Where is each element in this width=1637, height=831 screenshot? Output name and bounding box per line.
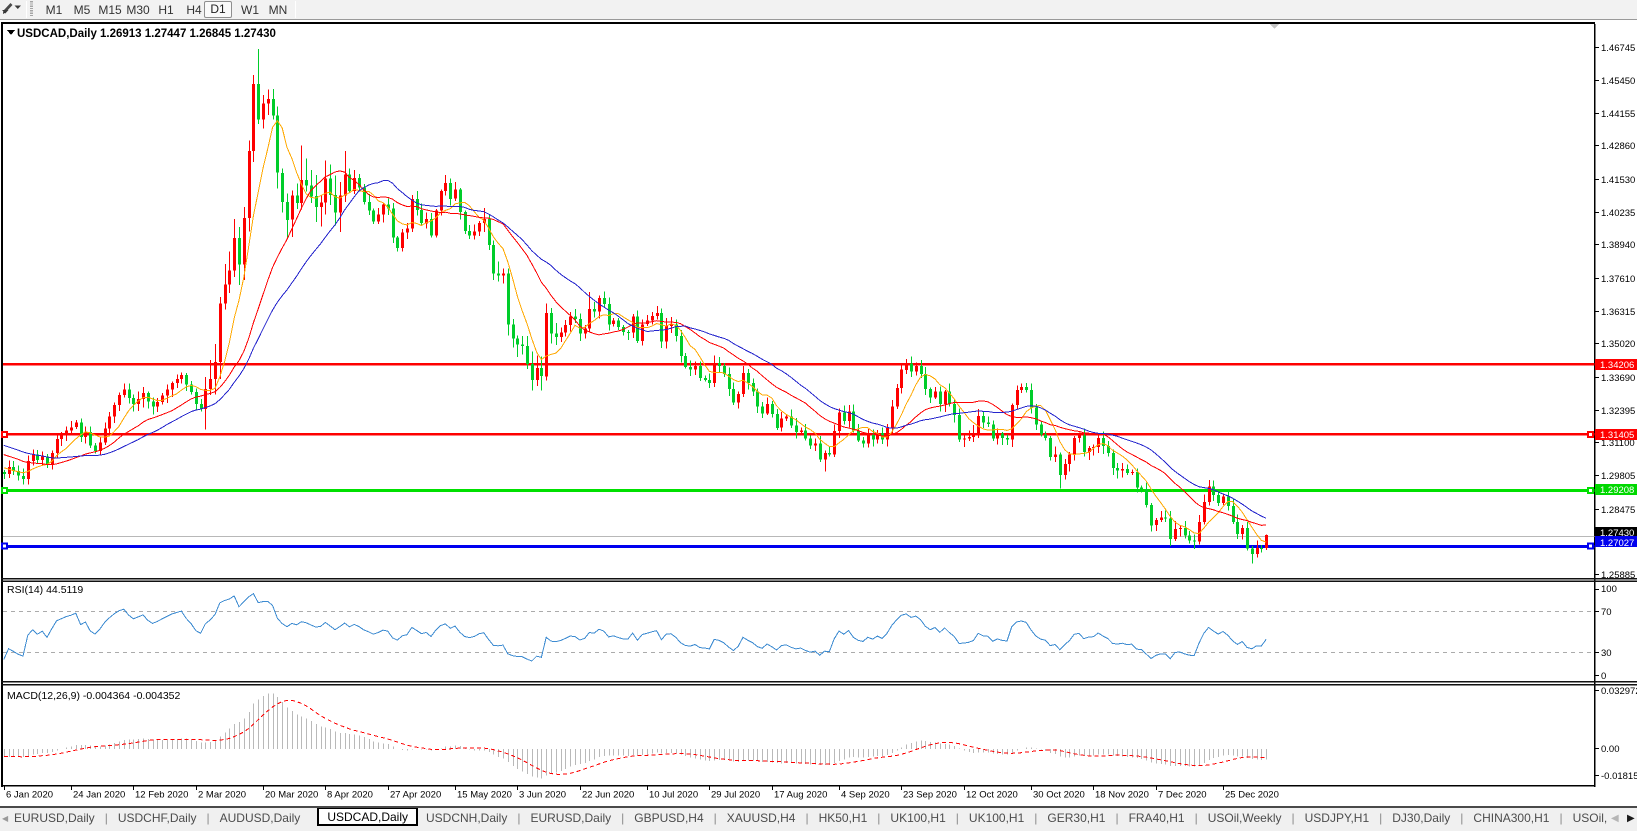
svg-text:1.25885: 1.25885 bbox=[1601, 570, 1635, 581]
svg-text:23 Sep 2020: 23 Sep 2020 bbox=[903, 790, 957, 801]
svg-text:MACD(12,26,9) -0.004364 -0.004: MACD(12,26,9) -0.004364 -0.004352 bbox=[7, 690, 181, 702]
svg-text:8 Apr 2020: 8 Apr 2020 bbox=[327, 790, 373, 801]
svg-text:1.29805: 1.29805 bbox=[1601, 471, 1635, 482]
svg-text:24 Jan 2020: 24 Jan 2020 bbox=[73, 790, 125, 801]
svg-text:1.33690: 1.33690 bbox=[1601, 373, 1635, 384]
svg-text:27 Apr 2020: 27 Apr 2020 bbox=[390, 790, 441, 801]
svg-text:1.46745: 1.46745 bbox=[1601, 43, 1635, 54]
svg-text:1.37610: 1.37610 bbox=[1601, 274, 1635, 285]
svg-text:USDCAD,Daily: USDCAD,Daily bbox=[17, 28, 97, 40]
svg-text:1.32395: 1.32395 bbox=[1601, 406, 1635, 417]
svg-text:70: 70 bbox=[1601, 607, 1612, 618]
svg-text:100: 100 bbox=[1601, 584, 1617, 595]
svg-text:1.26913 1.27447 1.26845 1.2743: 1.26913 1.27447 1.26845 1.27430 bbox=[100, 28, 276, 40]
svg-text:20 Mar 2020: 20 Mar 2020 bbox=[265, 790, 318, 801]
svg-text:1.34206: 1.34206 bbox=[1600, 360, 1634, 371]
svg-text:6 Jan 2020: 6 Jan 2020 bbox=[6, 790, 53, 801]
svg-text:2 Mar 2020: 2 Mar 2020 bbox=[198, 790, 246, 801]
svg-text:1.31405: 1.31405 bbox=[1600, 430, 1634, 441]
svg-text:0.032972: 0.032972 bbox=[1601, 686, 1637, 697]
svg-text:1.38940: 1.38940 bbox=[1601, 240, 1635, 251]
svg-text:1.31100: 1.31100 bbox=[1601, 438, 1635, 449]
svg-text:1.42860: 1.42860 bbox=[1601, 141, 1635, 152]
svg-text:12 Oct 2020: 12 Oct 2020 bbox=[966, 790, 1018, 801]
svg-text:12 Feb 2020: 12 Feb 2020 bbox=[135, 790, 188, 801]
svg-text:0.00: 0.00 bbox=[1601, 744, 1620, 755]
svg-text:18 Nov 2020: 18 Nov 2020 bbox=[1095, 790, 1149, 801]
svg-text:25 Dec 2020: 25 Dec 2020 bbox=[1225, 790, 1279, 801]
svg-text:1.28475: 1.28475 bbox=[1601, 505, 1635, 516]
svg-text:17 Aug 2020: 17 Aug 2020 bbox=[774, 790, 827, 801]
svg-text:1.36315: 1.36315 bbox=[1601, 307, 1635, 318]
svg-text:1.27027: 1.27027 bbox=[1600, 538, 1634, 549]
svg-text:4 Sep 2020: 4 Sep 2020 bbox=[841, 790, 890, 801]
svg-text:29 Jul 2020: 29 Jul 2020 bbox=[711, 790, 760, 801]
svg-text:1.27430: 1.27430 bbox=[1600, 528, 1634, 539]
svg-text:1.41530: 1.41530 bbox=[1601, 175, 1635, 186]
svg-text:1.44155: 1.44155 bbox=[1601, 109, 1635, 120]
svg-text:22 Jun 2020: 22 Jun 2020 bbox=[582, 790, 634, 801]
svg-text:-0.018154: -0.018154 bbox=[1601, 771, 1637, 782]
svg-text:1.35020: 1.35020 bbox=[1601, 339, 1635, 350]
svg-text:30 Oct 2020: 30 Oct 2020 bbox=[1033, 790, 1085, 801]
svg-text:0: 0 bbox=[1601, 671, 1606, 682]
svg-text:1.45450: 1.45450 bbox=[1601, 76, 1635, 87]
svg-text:30: 30 bbox=[1601, 648, 1612, 659]
svg-text:RSI(14) 44.5119: RSI(14) 44.5119 bbox=[7, 584, 83, 596]
svg-text:10 Jul 2020: 10 Jul 2020 bbox=[649, 790, 698, 801]
svg-text:1.40235: 1.40235 bbox=[1601, 208, 1635, 219]
svg-text:3 Jun 2020: 3 Jun 2020 bbox=[519, 790, 566, 801]
svg-text:1.29208: 1.29208 bbox=[1600, 485, 1634, 496]
svg-text:15 May 2020: 15 May 2020 bbox=[457, 790, 512, 801]
svg-text:7 Dec 2020: 7 Dec 2020 bbox=[1158, 790, 1207, 801]
